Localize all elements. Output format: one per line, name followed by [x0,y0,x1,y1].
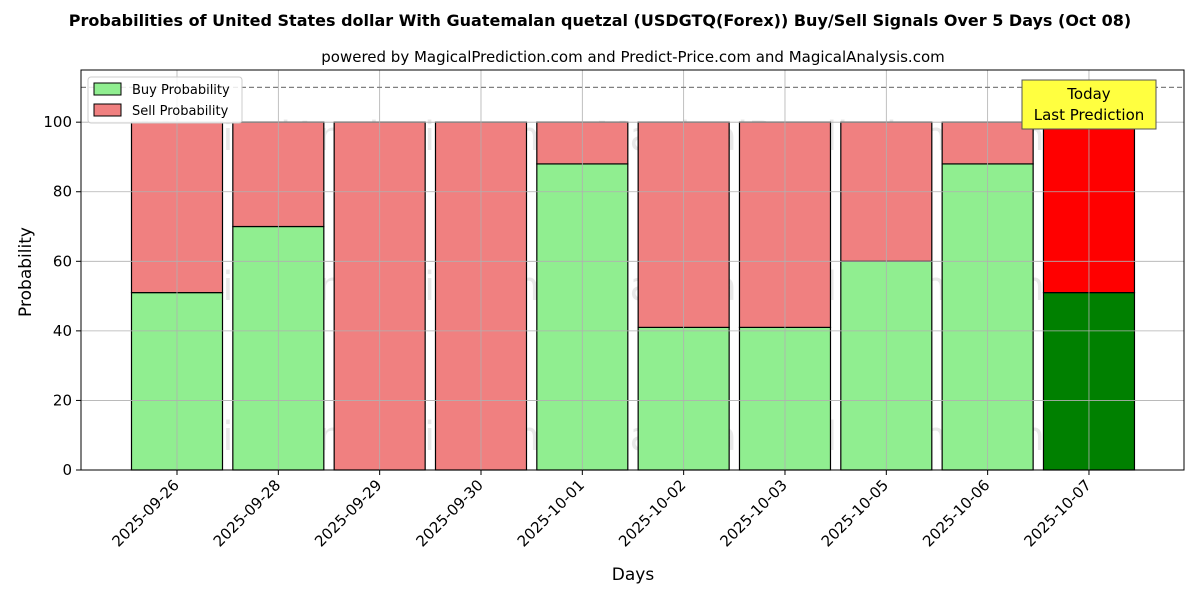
x-tick-label: 2025-10-02 [615,476,689,550]
legend-label-buy: Buy Probability [132,83,230,98]
x-tick-label: 2025-09-28 [210,476,284,550]
y-tick-label: 40 [53,322,72,340]
x-tick-label: 2025-09-29 [311,476,385,550]
y-tick-label: 100 [43,113,72,131]
y-tick-label: 20 [53,391,72,409]
x-tick-label: 2025-10-01 [514,476,588,550]
chart-subtitle: powered by MagicalPrediction.com and Pre… [321,48,945,66]
x-tick-label: 2025-09-26 [108,476,182,550]
legend-swatch-sell [93,103,122,117]
plot-frame [80,69,1185,471]
legend-label-sell: Sell Probability [132,104,229,119]
annotation-box [1021,79,1157,130]
x-tick-label: 2025-09-30 [412,476,486,550]
chart-title: Probabilities of United States dollar Wi… [69,11,1131,30]
y-tick-label: 0 [62,461,72,479]
x-tick-label: 2025-10-03 [716,476,790,550]
annotation-text: Today [1066,85,1111,103]
y-tick-label: 60 [53,252,72,270]
x-tick-label: 2025-10-05 [818,476,892,550]
x-tick-label: 2025-10-07 [1020,476,1094,550]
y-tick-label: 80 [53,183,72,201]
x-axis-label: Days [612,565,655,585]
annotation-text: Last Prediction [1034,106,1145,124]
plot-area: MagicalAnalysis.comMagicalPrediction.com… [43,69,1185,550]
legend-box [87,76,243,124]
y-axis-label: Probability [16,227,36,317]
x-tick-label: 2025-10-06 [919,476,993,550]
legend-swatch-buy [93,82,122,96]
